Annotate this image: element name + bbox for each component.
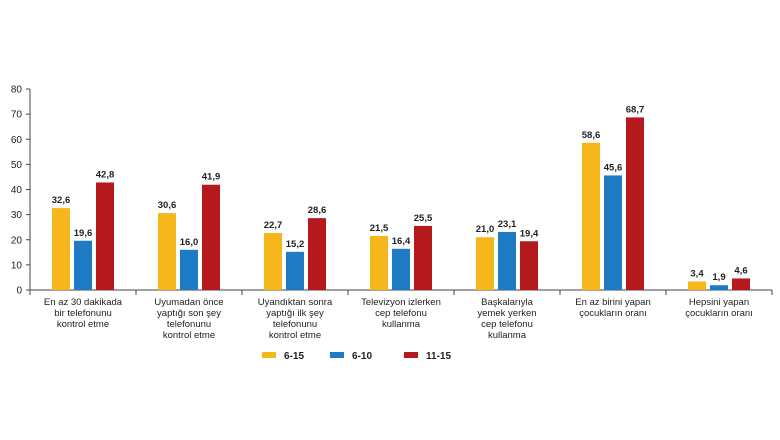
bar-11-15-1 (202, 184, 220, 290)
bar-11-15-4 (520, 241, 538, 290)
bar-11-15-2 (308, 218, 326, 290)
data-label: 32,6 (52, 195, 71, 206)
x-category-label-line: çocukların oranı (685, 308, 753, 319)
bar-6-10-1 (180, 249, 198, 290)
x-category-label: Televizyon izlerken cep telefonu kullanma (361, 297, 441, 330)
x-category-label-line: Hepsini yapan (689, 297, 749, 308)
x-category-label-line: Başkalarıyla (481, 297, 533, 308)
x-category-label: Uyandıktan sonra yaptığı ilk şey telefonun… (258, 297, 333, 341)
data-label: 3,4 (690, 268, 704, 279)
x-category-label-line: Televizyon izlerken (361, 297, 441, 308)
x-category-label-line: cep telefonu (375, 308, 427, 319)
y-tick-label: 30 (11, 210, 23, 221)
data-label: 58,6 (582, 130, 601, 141)
data-label: 68,7 (626, 104, 645, 115)
x-category-label-line: telefonunu (273, 319, 317, 330)
y-tick-label: 80 (11, 85, 23, 96)
y-tick-label: 60 (11, 135, 23, 146)
bar-6-10-4 (498, 231, 516, 290)
data-label: 19,4 (520, 228, 539, 239)
legend-swatch-11-15 (404, 352, 418, 358)
x-category-label-line: telefonunu (167, 319, 211, 330)
x-category-label: Uyumadan önce yaptığı son şey telefonunu ko… (154, 297, 223, 341)
x-category-label-line: bir telefonunu (54, 308, 112, 319)
x-category-label-line: kullanma (488, 330, 527, 341)
x-category-label: Başkalarıyla yemek yerken cep telefonu kull… (477, 297, 536, 341)
bar-11-15-3 (414, 225, 432, 290)
axis-layer: 0 10 20 30 40 50 60 70 80 (11, 85, 773, 297)
bar-6-15-5 (582, 142, 600, 290)
bar-11-15-5 (626, 117, 644, 290)
data-label: 25,5 (414, 213, 433, 224)
data-label: 21,0 (476, 224, 495, 235)
legend: 6-15 6-10 11-15 (262, 351, 451, 362)
x-category-label: Hepsini yapan çocukların oranı (685, 297, 753, 319)
bar-6-15-6 (688, 281, 706, 290)
x-category-label-line: yaptığı ilk şey (266, 308, 324, 319)
data-label: 28,6 (308, 205, 327, 216)
data-label: 1,9 (712, 272, 725, 283)
x-category-label-line: kontrol etme (269, 330, 321, 341)
data-label: 41,9 (202, 172, 221, 183)
y-tick-label: 40 (11, 185, 23, 196)
bar-6-15-2 (264, 232, 282, 290)
legend-label-11-15: 11-15 (426, 351, 451, 362)
bar-6-10-5 (604, 175, 622, 290)
bar-11-15-6 (732, 278, 750, 290)
y-tick-label: 50 (11, 160, 23, 171)
y-tick-label: 20 (11, 235, 23, 246)
bar-6-10-0 (74, 240, 92, 290)
x-category-label-line: kontrol etme (57, 319, 109, 330)
y-tick-label: 0 (16, 286, 22, 297)
bar-6-15-3 (370, 235, 388, 290)
x-category-label: En az 30 dakikada bir telefonunu kontrol e… (44, 297, 123, 330)
x-category-label-line: Uyandıktan sonra (258, 297, 333, 308)
bar-6-15-1 (158, 213, 176, 290)
x-category-label-line: kullanma (382, 319, 421, 330)
data-label: 21,5 (370, 223, 389, 234)
data-label: 16,0 (180, 237, 199, 248)
x-category-label-line: cep telefonu (481, 319, 533, 330)
y-tick-label: 70 (11, 110, 23, 121)
legend-label-6-10: 6-10 (352, 351, 372, 362)
x-category-label-line: kontrol etme (163, 330, 215, 341)
labels-layer: 32,6 19,6 42,8 En az 30 dakikada bir telefon… (44, 104, 753, 341)
data-label: 22,7 (264, 220, 283, 231)
x-category-label-line: yaptığı son şey (157, 308, 221, 319)
legend-label-6-15: 6-15 (284, 351, 304, 362)
data-label: 30,6 (158, 200, 177, 211)
x-category-label-line: En az 30 dakikada (44, 297, 123, 308)
data-label: 23,1 (498, 219, 517, 230)
x-category-label-line: yemek yerken (477, 308, 536, 319)
bars-layer (52, 117, 750, 290)
x-category-label-line: En az birini yapan (575, 297, 651, 308)
y-tick-label: 10 (11, 260, 23, 271)
data-label: 4,6 (734, 265, 747, 276)
data-label: 19,6 (74, 228, 93, 239)
bar-11-15-0 (96, 182, 114, 290)
bar-6-10-2 (286, 251, 304, 290)
bar-6-10-3 (392, 248, 410, 290)
x-category-label-line: Uyumadan önce (154, 297, 223, 308)
bar-6-15-0 (52, 208, 70, 290)
data-label: 15,2 (286, 239, 305, 250)
data-label: 42,8 (96, 169, 115, 180)
legend-swatch-6-10 (330, 352, 344, 358)
x-category-label: En az birini yapan çocukların oranı (575, 297, 651, 319)
data-label: 16,4 (392, 236, 411, 247)
bar-6-10-6 (710, 285, 728, 290)
x-category-label-line: çocukların oranı (579, 308, 647, 319)
bar-6-15-4 (476, 237, 494, 290)
data-label: 45,6 (604, 162, 623, 173)
legend-swatch-6-15 (262, 352, 276, 358)
